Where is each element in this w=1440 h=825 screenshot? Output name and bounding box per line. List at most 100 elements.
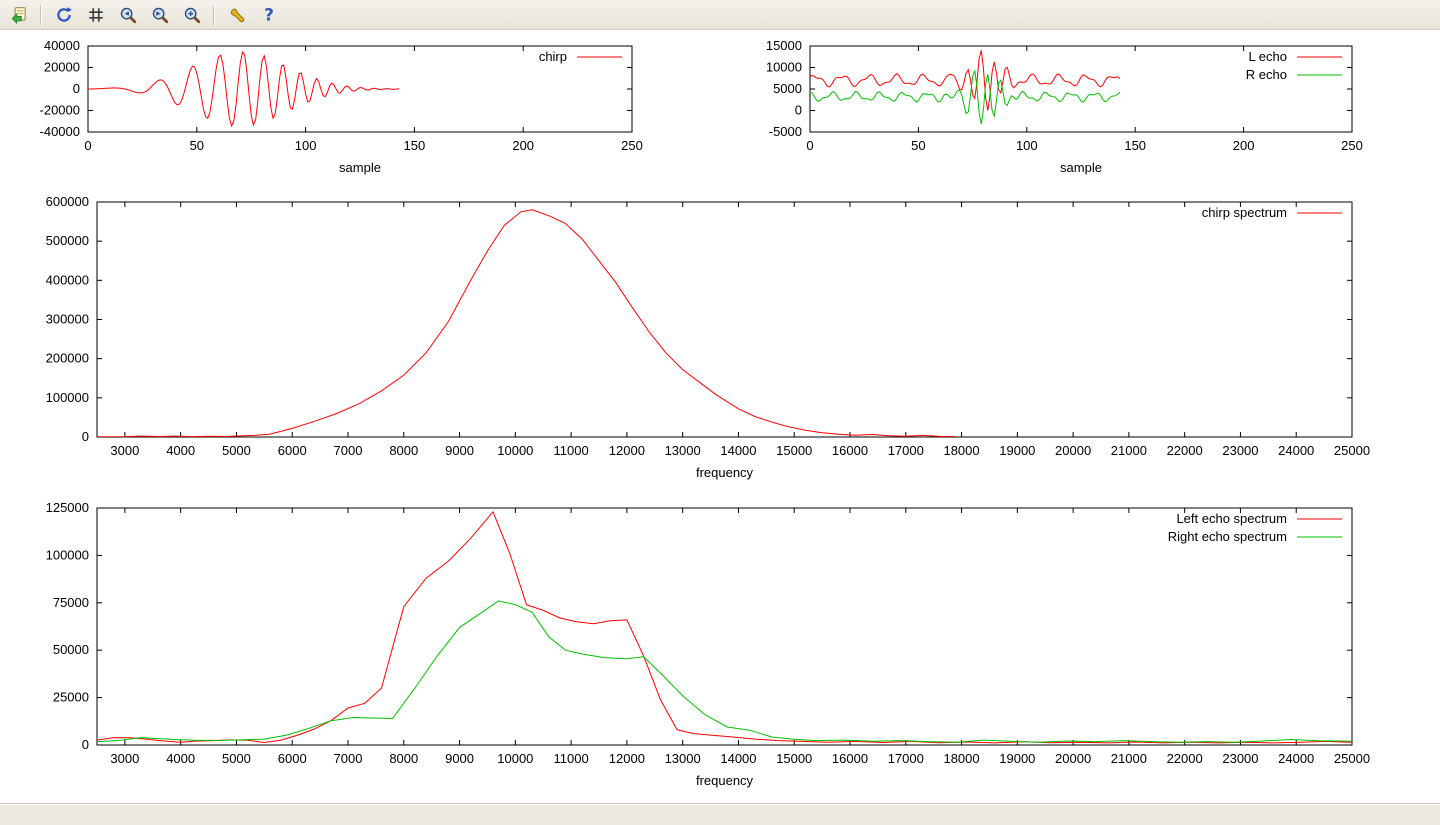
y-tick-label: 100000 bbox=[46, 390, 89, 405]
plot-canvas[interactable]: 0 50 100 150 200 250 -5000 0 5000 10000 15000 sampl… bbox=[720, 30, 1380, 190]
x-tick-label: 23000 bbox=[1222, 751, 1258, 766]
y-tick-label: 25000 bbox=[53, 690, 89, 705]
status-bar bbox=[0, 803, 1440, 825]
x-tick-label: 22000 bbox=[1167, 443, 1203, 458]
x-tick-label: 3000 bbox=[110, 443, 139, 458]
plot-canvas[interactable]: 0 50 100 150 200 250 -40000 -20000 0 20000 40000 sa… bbox=[0, 30, 660, 190]
x-tick-label: 0 bbox=[84, 138, 91, 153]
toolbar-separator bbox=[213, 4, 215, 25]
x-tick-label: 3000 bbox=[110, 751, 139, 766]
x-tick-label: 19000 bbox=[999, 751, 1035, 766]
grid-icon bbox=[88, 7, 103, 22]
replot-icon bbox=[56, 6, 72, 22]
y-tick-label: 50000 bbox=[53, 642, 89, 657]
y-tick-label: 0 bbox=[82, 429, 89, 444]
series-line-l-echo bbox=[810, 50, 1121, 111]
echo-waveforms-chart[interactable]: 0 50 100 150 200 250 -5000 0 5000 10000 15000 sampl… bbox=[720, 30, 1380, 190]
x-tick-label: 22000 bbox=[1167, 751, 1203, 766]
y-tick-label: 5000 bbox=[773, 81, 802, 96]
wrench-icon bbox=[230, 8, 244, 22]
y-tick-label: 400000 bbox=[46, 272, 89, 287]
x-tick-label: 15000 bbox=[776, 443, 812, 458]
export-button[interactable] bbox=[5, 2, 32, 27]
x-tick-label: 5000 bbox=[222, 751, 251, 766]
y-tick-label: 15000 bbox=[766, 38, 802, 53]
x-tick-label: 11000 bbox=[554, 751, 589, 766]
x-tick-label: 20000 bbox=[1055, 443, 1091, 458]
zoom-next-button[interactable] bbox=[146, 2, 173, 27]
x-tick-label: 16000 bbox=[832, 443, 868, 458]
x-tick-label: 25000 bbox=[1334, 443, 1370, 458]
chirp-spectrum-chart[interactable]: 3000 4000 5000 6000 7000 8000 9000 10000 11000 12… bbox=[0, 190, 1440, 495]
question-mark-icon: ? bbox=[264, 6, 274, 24]
x-tick-label: 8000 bbox=[389, 751, 418, 766]
x-tick-label: 20000 bbox=[1055, 751, 1091, 766]
x-tick-label: 8000 bbox=[389, 443, 418, 458]
x-tick-label: 14000 bbox=[720, 443, 756, 458]
y-tick-label: 300000 bbox=[46, 312, 89, 327]
x-tick-label: 15000 bbox=[776, 751, 812, 766]
x-tick-label: 50 bbox=[190, 138, 204, 153]
x-tick-label: 10000 bbox=[497, 443, 533, 458]
x-axis-label: frequency bbox=[696, 465, 754, 480]
magnifier-previous-icon bbox=[120, 7, 136, 23]
y-tick-label: 200000 bbox=[46, 351, 89, 366]
magnifier-next-icon bbox=[152, 7, 168, 23]
svg-text:?: ? bbox=[264, 6, 274, 24]
legend-label: chirp spectrum bbox=[1202, 205, 1287, 220]
x-tick-label: 6000 bbox=[278, 751, 307, 766]
autoscale-button[interactable] bbox=[178, 2, 205, 27]
x-tick-label: 17000 bbox=[888, 443, 924, 458]
echo-spectra-chart[interactable]: 3000 4000 5000 6000 7000 8000 9000 10000 11000 12… bbox=[0, 497, 1440, 800]
series-line-left-echo-spectrum bbox=[97, 510, 1352, 744]
x-tick-label: 7000 bbox=[334, 443, 363, 458]
y-tick-label: -5000 bbox=[769, 124, 802, 139]
legend-label: L echo bbox=[1248, 49, 1287, 64]
series-line-chirp-spectrum bbox=[97, 209, 957, 437]
x-tick-label: 4000 bbox=[166, 751, 195, 766]
toggle-grid-button[interactable] bbox=[82, 2, 109, 27]
legend-label: chirp bbox=[539, 49, 567, 64]
x-tick-label: 150 bbox=[1124, 138, 1146, 153]
x-tick-label: 12000 bbox=[609, 443, 645, 458]
series-line-chirp bbox=[88, 50, 400, 128]
x-tick-label: 19000 bbox=[999, 443, 1035, 458]
x-tick-label: 50 bbox=[911, 138, 925, 153]
plot-canvas[interactable]: 3000 4000 5000 6000 7000 8000 9000 10000 11000 12… bbox=[0, 190, 1440, 495]
magnifier-icon bbox=[184, 7, 200, 23]
configure-button[interactable] bbox=[223, 2, 250, 27]
x-tick-label: 9000 bbox=[445, 443, 474, 458]
x-tick-label: 25000 bbox=[1334, 751, 1370, 766]
x-tick-label: 24000 bbox=[1278, 751, 1314, 766]
x-tick-label: 5000 bbox=[222, 443, 251, 458]
x-tick-label: 100 bbox=[1016, 138, 1038, 153]
x-tick-label: 100 bbox=[295, 138, 317, 153]
x-tick-label: 250 bbox=[1341, 138, 1363, 153]
y-tick-label: 100000 bbox=[46, 547, 89, 562]
x-tick-label: 23000 bbox=[1222, 443, 1258, 458]
plot-border bbox=[96, 507, 1353, 746]
plot-border bbox=[96, 201, 1353, 438]
chirp-waveform-chart[interactable]: 0 50 100 150 200 250 -40000 -20000 0 20000 40000 sa… bbox=[0, 30, 660, 190]
x-tick-label: 12000 bbox=[609, 751, 645, 766]
plot-canvas[interactable]: 3000 4000 5000 6000 7000 8000 9000 10000 11000 12… bbox=[0, 497, 1440, 800]
x-tick-label: 0 bbox=[806, 138, 813, 153]
x-tick-label: 13000 bbox=[665, 751, 701, 766]
x-tick-label: 150 bbox=[404, 138, 426, 153]
series-line-right-echo-spectrum bbox=[97, 600, 1352, 743]
x-tick-label: 4000 bbox=[166, 443, 195, 458]
plot-border bbox=[809, 45, 1353, 133]
help-button[interactable]: ? bbox=[255, 2, 282, 27]
x-tick-label: 250 bbox=[621, 138, 643, 153]
y-tick-label: 500000 bbox=[46, 233, 89, 248]
x-tick-label: 13000 bbox=[665, 443, 701, 458]
toolbar: ? bbox=[0, 0, 1440, 30]
replot-button[interactable] bbox=[50, 2, 77, 27]
y-tick-label: 0 bbox=[795, 103, 802, 118]
x-tick-label: 17000 bbox=[888, 751, 924, 766]
y-tick-label: 40000 bbox=[44, 38, 80, 53]
y-tick-label: -20000 bbox=[40, 103, 80, 118]
y-tick-label: 600000 bbox=[46, 194, 89, 209]
legend-label: Left echo spectrum bbox=[1176, 511, 1287, 526]
zoom-previous-button[interactable] bbox=[114, 2, 141, 27]
